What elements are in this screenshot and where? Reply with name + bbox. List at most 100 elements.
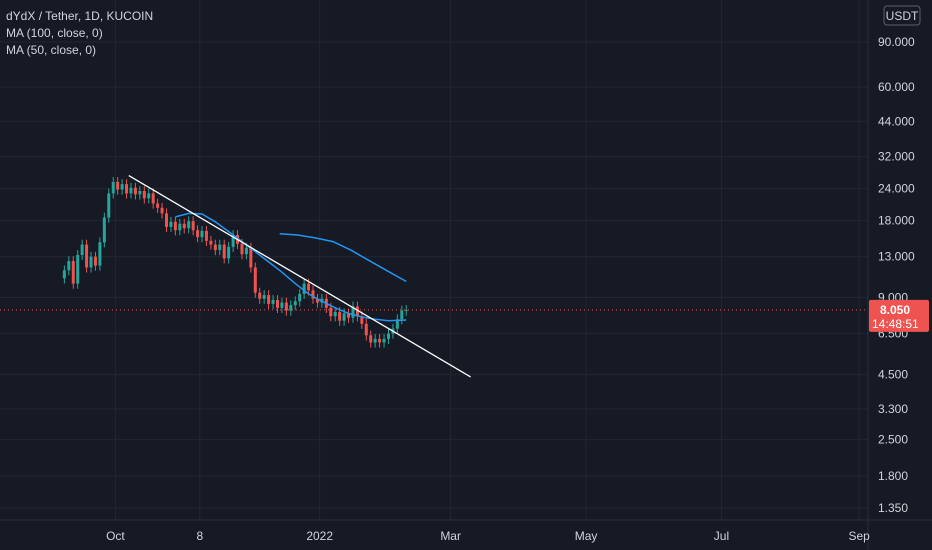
candle-body xyxy=(307,283,311,291)
candle xyxy=(67,256,71,276)
candle-body xyxy=(369,335,373,343)
candle-body xyxy=(80,244,84,255)
candle-body xyxy=(85,244,89,268)
candle-body xyxy=(125,184,129,194)
candle xyxy=(133,182,137,200)
x-tick-label: 2022 xyxy=(306,529,333,543)
y-tick-label: 1.350 xyxy=(878,501,908,515)
candle xyxy=(302,278,306,299)
candle-body xyxy=(178,223,182,231)
candle-body xyxy=(200,230,204,238)
candle xyxy=(93,251,97,271)
candle xyxy=(120,179,124,195)
x-tick-label: Oct xyxy=(106,529,125,543)
candle-body xyxy=(169,221,173,227)
legend-symbol[interactable]: dYdX / Tether, 1D, KUCOIN xyxy=(6,9,154,23)
candle xyxy=(107,188,111,223)
candle xyxy=(200,226,204,243)
candle xyxy=(386,328,390,344)
candle-body xyxy=(67,261,71,271)
candle xyxy=(227,242,231,264)
candle xyxy=(404,304,408,316)
candle-body xyxy=(129,187,133,194)
candle xyxy=(182,218,186,234)
candle-body xyxy=(147,193,151,199)
price-badge: 8.050 14:48:51 xyxy=(869,299,929,332)
candle xyxy=(280,297,284,313)
candle xyxy=(125,179,129,199)
candle xyxy=(347,308,351,323)
trendline[interactable] xyxy=(128,175,471,378)
candle-body xyxy=(271,299,275,304)
candle-body xyxy=(62,270,66,279)
candle xyxy=(284,297,288,316)
candle-body xyxy=(382,338,386,343)
candle-body xyxy=(244,247,248,255)
candle xyxy=(253,262,257,298)
candle-body xyxy=(116,181,120,190)
time-axis[interactable]: Oct 8 2022 Mar May Jul Sep xyxy=(0,519,932,543)
candle xyxy=(293,296,297,311)
candle-body xyxy=(404,309,408,311)
candle-body xyxy=(76,254,80,284)
candle xyxy=(222,239,226,264)
currency-button[interactable]: USDT xyxy=(883,5,921,26)
candle-body xyxy=(373,338,377,343)
x-tick-label: Mar xyxy=(440,529,461,543)
candle-body xyxy=(133,187,137,195)
candle-body xyxy=(360,316,364,324)
candle xyxy=(129,182,133,199)
candle-body xyxy=(187,221,191,229)
candle xyxy=(262,290,266,304)
candle-body xyxy=(227,246,231,259)
candle-body xyxy=(160,207,164,214)
candle xyxy=(378,333,382,348)
candle-body xyxy=(289,305,293,311)
candle-body xyxy=(364,323,368,336)
moving-averages xyxy=(175,212,407,322)
y-tick-label: 13.000 xyxy=(878,250,915,264)
candle xyxy=(364,318,368,341)
candle-body xyxy=(262,295,266,299)
candle xyxy=(178,218,182,236)
candle xyxy=(85,239,89,273)
candle xyxy=(142,186,146,204)
candle xyxy=(204,226,208,246)
chart-legend: dYdX / Tether, 1D, KUCOIN MA (100, close… xyxy=(6,8,153,59)
y-tick-label: 1.800 xyxy=(878,469,908,483)
candle-body xyxy=(222,244,226,259)
candle xyxy=(298,288,302,307)
y-tick-label: 24.000 xyxy=(878,182,915,196)
candle xyxy=(267,290,271,309)
candle xyxy=(173,216,177,236)
price-badge-value: 8.050 xyxy=(880,303,910,317)
grid-lines xyxy=(0,0,868,520)
candle xyxy=(62,265,66,284)
candle xyxy=(138,186,142,200)
y-tick-label: 32.000 xyxy=(878,150,915,164)
price-badge-countdown: 14:48:51 xyxy=(872,317,919,331)
currency-button-label: USDT xyxy=(886,9,919,23)
candle xyxy=(258,287,262,304)
candle-body xyxy=(302,283,306,294)
candle xyxy=(351,301,355,323)
candle-body xyxy=(209,240,213,245)
candle-body xyxy=(182,223,186,229)
candle xyxy=(151,188,155,209)
candle-body xyxy=(267,295,271,304)
candle xyxy=(111,177,115,199)
candle-body xyxy=(333,311,337,317)
candle xyxy=(71,256,75,289)
y-tick-label: 60.000 xyxy=(878,80,915,94)
candle xyxy=(187,216,191,234)
legend-ma50[interactable]: MA (50, close, 0) xyxy=(6,43,97,57)
candle-body xyxy=(142,190,146,199)
candle-body xyxy=(386,333,390,339)
price-axis[interactable]: 90.000 60.000 44.000 32.000 24.000 18.000 13.0… xyxy=(867,0,915,550)
candle xyxy=(382,333,386,348)
candle xyxy=(191,216,195,236)
candle-body xyxy=(111,181,115,194)
legend-ma100[interactable]: MA (100, close, 0) xyxy=(6,26,103,40)
candle-body xyxy=(151,193,155,204)
